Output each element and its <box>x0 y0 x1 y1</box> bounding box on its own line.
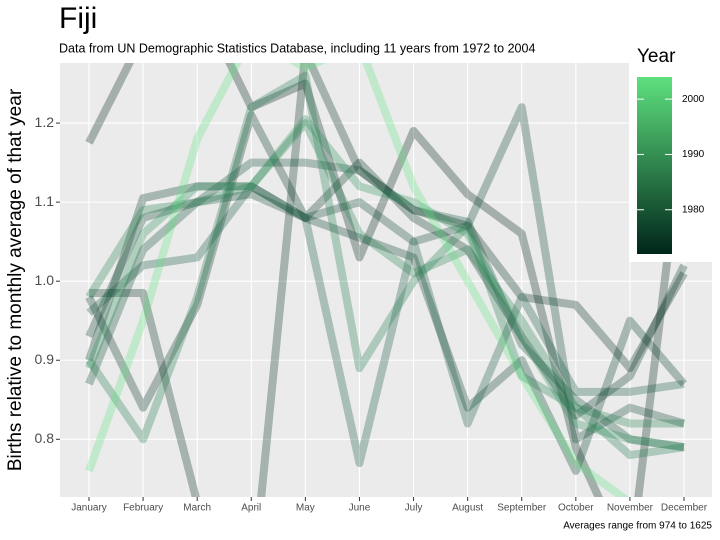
legend-title: Year <box>637 46 676 67</box>
x-tick-label: August <box>452 503 483 514</box>
caption: Averages range from 974 to 1625 <box>563 521 712 532</box>
series-line <box>86 182 685 468</box>
panel <box>60 63 712 497</box>
series-line <box>85 119 684 428</box>
x-tick-label: April <box>241 503 261 514</box>
x-tick-label: February <box>123 503 163 514</box>
x-tick-label: September <box>497 503 547 514</box>
series-line <box>85 115 685 452</box>
y-tick-label: 0.9 <box>35 351 55 367</box>
colorbar <box>637 77 672 254</box>
series-line <box>85 71 685 460</box>
x-tick-label: December <box>661 503 708 514</box>
series-line <box>85 111 688 420</box>
series-line <box>85 63 688 497</box>
y-tick-label: 1.1 <box>35 193 55 209</box>
chart-subtitle: Data from UN Demographic Statistics Data… <box>59 41 535 55</box>
grid <box>60 63 712 497</box>
y-axis-label: Births relative to monthly average of th… <box>5 88 26 471</box>
axes: 0.8 0.9 1.0 1.1 1.2 January February March April… <box>35 114 708 514</box>
x-tick-label: January <box>71 503 107 514</box>
colorbar-tick-label: 2000 <box>682 94 705 105</box>
x-tick-label: July <box>405 503 423 514</box>
colorbar-tick-label: 1980 <box>682 204 705 215</box>
legend: Year 1980 1990 2000 <box>629 40 720 262</box>
series-line <box>85 182 688 475</box>
series-line <box>89 63 688 497</box>
chart-title: Fiji <box>59 2 97 35</box>
series-line <box>85 103 686 444</box>
x-tick-label: March <box>183 503 211 514</box>
x-tick-label: November <box>607 503 654 514</box>
y-tick-label: 1.0 <box>35 272 55 288</box>
lines <box>85 63 688 497</box>
series-line <box>85 63 630 497</box>
colorbar-tick-label: 1990 <box>682 149 705 160</box>
x-tick-label: May <box>296 503 315 514</box>
y-tick-label: 1.2 <box>35 114 55 130</box>
x-tick-label: June <box>349 503 371 514</box>
y-tick-label: 0.8 <box>35 430 55 446</box>
x-tick-label: October <box>558 503 594 514</box>
series-line <box>85 158 685 452</box>
